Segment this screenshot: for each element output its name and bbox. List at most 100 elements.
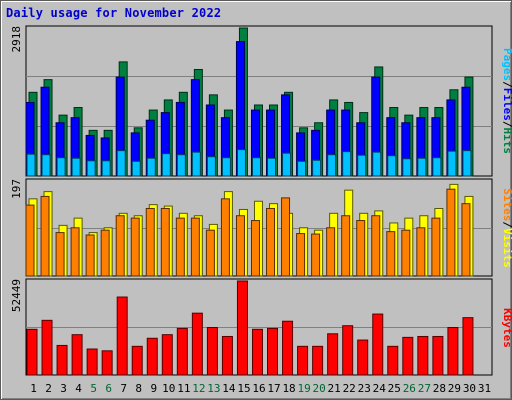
bar-kbytes-day-7 <box>116 296 128 376</box>
day-label-22: 22 <box>343 382 356 395</box>
bar-kbytes-day-22 <box>342 325 354 376</box>
day-label-28: 28 <box>433 382 446 395</box>
panel-bottom-max-label: 52449 <box>10 279 23 312</box>
bar-pages-day-15 <box>236 149 246 177</box>
bar-pages-day-2 <box>41 154 51 177</box>
bar-pages-day-26 <box>402 158 412 177</box>
day-label-8: 8 <box>135 382 142 395</box>
bar-sites-day-3 <box>55 232 65 277</box>
bar-sites-day-6 <box>100 229 110 277</box>
bar-sites-day-22 <box>341 215 351 277</box>
bar-sites-day-17 <box>266 207 276 277</box>
bar-pages-day-10 <box>161 153 171 177</box>
bar-sites-day-4 <box>70 227 80 277</box>
bar-kbytes-day-24 <box>372 313 384 376</box>
bar-kbytes-day-16 <box>251 328 263 376</box>
bar-sites-day-20 <box>311 233 321 277</box>
day-label-29: 29 <box>448 382 461 395</box>
bar-pages-day-1 <box>26 153 36 177</box>
day-label-17: 17 <box>267 382 280 395</box>
day-label-5: 5 <box>90 382 97 395</box>
bar-sites-day-28 <box>431 217 441 277</box>
panel-middle-max-label: 197 <box>10 179 23 199</box>
day-label-15: 15 <box>237 382 250 395</box>
bar-sites-day-11 <box>175 217 185 277</box>
bar-pages-day-29 <box>447 150 457 177</box>
bar-kbytes-day-9 <box>146 337 158 376</box>
bar-sites-day-30 <box>461 203 471 277</box>
day-label-13: 13 <box>207 382 220 395</box>
bar-pages-day-25 <box>387 155 397 177</box>
bar-kbytes-day-2 <box>41 319 53 376</box>
bar-sites-day-8 <box>130 217 140 277</box>
legend-visits: Visits <box>501 228 512 268</box>
day-label-3: 3 <box>60 382 67 395</box>
bar-pages-day-27 <box>417 157 427 177</box>
bar-sites-day-18 <box>281 197 291 277</box>
bar-sites-day-10 <box>160 207 170 277</box>
legend-separator: / <box>501 121 512 128</box>
bar-pages-day-20 <box>312 159 322 177</box>
panel-top-legend: Pages/Files/Hits <box>501 48 512 154</box>
panel-bottom-legend: KBytes <box>501 308 512 348</box>
bar-kbytes-day-12 <box>191 312 203 376</box>
bar-pages-day-22 <box>342 151 352 177</box>
bar-sites-day-13 <box>205 229 215 277</box>
bar-kbytes-day-23 <box>357 339 369 376</box>
chart-title: Daily usage for November 2022 <box>6 6 222 20</box>
bar-kbytes-day-21 <box>327 333 339 376</box>
bar-kbytes-day-13 <box>206 327 218 376</box>
day-label-10: 10 <box>162 382 175 395</box>
day-label-18: 18 <box>282 382 295 395</box>
bar-kbytes-day-30 <box>462 317 474 376</box>
legend-separator: / <box>501 221 512 228</box>
bar-pages-day-24 <box>372 151 382 177</box>
legend-sites: Sites <box>501 188 512 221</box>
bar-sites-day-16 <box>250 220 260 277</box>
bar-pages-day-9 <box>146 157 156 177</box>
bar-kbytes-day-26 <box>402 336 414 376</box>
day-label-1: 1 <box>30 382 37 395</box>
bar-pages-day-7 <box>116 150 126 177</box>
day-label-11: 11 <box>177 382 190 395</box>
bar-pages-day-16 <box>251 157 261 177</box>
day-label-16: 16 <box>252 382 265 395</box>
bar-kbytes-day-29 <box>447 327 459 376</box>
bar-sites-day-5 <box>85 234 95 277</box>
bar-pages-day-8 <box>131 160 141 177</box>
bar-sites-day-25 <box>386 231 396 277</box>
day-label-6: 6 <box>105 382 112 395</box>
day-label-19: 19 <box>297 382 310 395</box>
day-label-20: 20 <box>313 382 326 395</box>
day-label-4: 4 <box>75 382 82 395</box>
bar-pages-day-18 <box>282 152 292 177</box>
bar-pages-day-11 <box>176 154 186 177</box>
bar-sites-day-23 <box>356 220 366 277</box>
day-label-26: 26 <box>403 382 416 395</box>
day-label-7: 7 <box>120 382 127 395</box>
day-label-23: 23 <box>358 382 371 395</box>
bar-kbytes-day-19 <box>297 345 309 376</box>
bar-pages-day-19 <box>297 160 307 177</box>
bar-sites-day-12 <box>190 217 200 277</box>
bar-pages-day-12 <box>191 151 201 177</box>
day-label-25: 25 <box>388 382 401 395</box>
day-label-24: 24 <box>373 382 387 395</box>
day-label-30: 30 <box>463 382 476 395</box>
bar-sites-day-15 <box>235 215 245 277</box>
bar-kbytes-day-1 <box>26 328 38 376</box>
bar-kbytes-day-5 <box>86 348 98 376</box>
day-label-14: 14 <box>222 382 236 395</box>
bar-kbytes-day-8 <box>131 345 143 376</box>
bar-sites-day-26 <box>401 229 411 277</box>
bar-sites-day-14 <box>220 198 230 277</box>
legend-separator: / <box>501 81 512 88</box>
bar-kbytes-day-25 <box>387 345 399 376</box>
bar-pages-day-23 <box>357 154 367 177</box>
bar-sites-day-9 <box>145 207 155 277</box>
bar-kbytes-day-18 <box>282 320 294 376</box>
bar-pages-day-28 <box>432 157 442 177</box>
bar-kbytes-day-4 <box>71 334 83 376</box>
day-label-9: 9 <box>150 382 157 395</box>
